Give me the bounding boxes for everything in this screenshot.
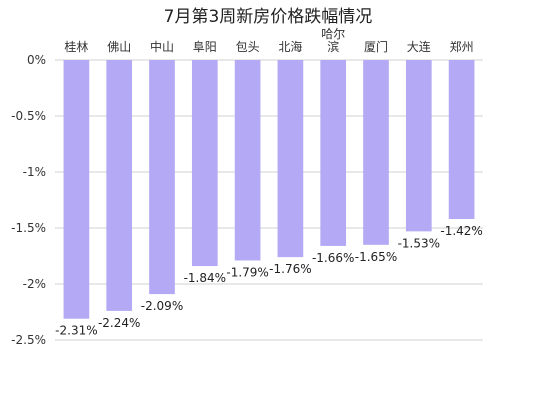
bar — [149, 60, 175, 295]
y-tick-label: 0% — [27, 53, 46, 67]
y-tick-label: -1% — [23, 165, 46, 179]
data-label: -1.79% — [226, 265, 268, 279]
y-axis-tick-labels: 0% -0.5% -1% -1.5% -2% -2.5% — [11, 53, 46, 347]
chart-title: 7月第3周新房价格跌幅情况 — [164, 7, 373, 27]
bar — [277, 60, 304, 258]
category-label: 桂林 — [64, 39, 88, 54]
y-tick-label: -1.5% — [11, 221, 46, 235]
bar — [363, 60, 389, 245]
category-label: 厦门 — [364, 39, 388, 54]
category-label: 包头 — [236, 40, 260, 54]
data-label: -1.84% — [184, 271, 226, 285]
bar — [63, 60, 90, 319]
bar — [191, 60, 218, 267]
bar — [405, 60, 432, 232]
bars — [63, 60, 475, 319]
bar — [320, 60, 347, 246]
bar — [448, 60, 475, 220]
data-label: -1.65% — [355, 250, 397, 264]
data-label: -2.31% — [55, 324, 97, 338]
y-tick-label: -2.5% — [11, 333, 46, 347]
category-label: 阜阳 — [193, 40, 217, 54]
data-label: -2.09% — [141, 299, 183, 313]
bar — [234, 60, 261, 261]
category-label: 哈尔滨 — [321, 26, 345, 54]
data-label: -1.76% — [269, 262, 311, 276]
category-label: 佛山 — [107, 40, 131, 54]
bar — [106, 60, 133, 311]
category-label: 北海 — [278, 39, 302, 54]
data-label: -2.24% — [98, 316, 140, 330]
category-label: 郑州 — [450, 39, 474, 54]
data-label: -1.42% — [440, 224, 482, 238]
category-label: 中山 — [150, 39, 174, 54]
y-tick-label: -2% — [23, 277, 46, 291]
data-label: -1.66% — [312, 251, 354, 265]
category-labels: 桂林 佛山 中山 阜阳 包头 北海 哈尔滨 厦门 大连 郑州 — [64, 26, 473, 54]
y-tick-label: -0.5% — [11, 109, 46, 123]
category-label: 大连 — [407, 39, 431, 54]
data-label: -1.53% — [398, 236, 440, 250]
data-labels: -2.31%-2.24%-2.09%-1.84% -1.79% -1.76%-1.6… — [55, 224, 483, 338]
